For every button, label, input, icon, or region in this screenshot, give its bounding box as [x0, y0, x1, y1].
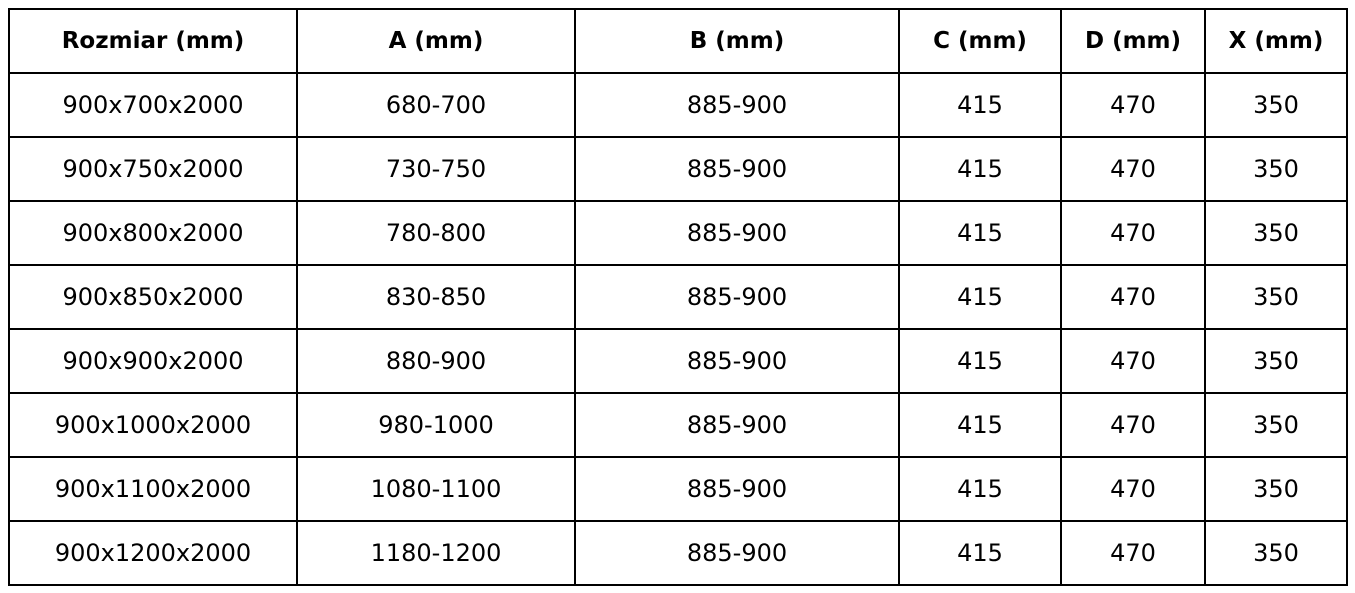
header-c: C (mm): [898, 8, 1062, 74]
cell-size: 900x1200x2000: [8, 520, 298, 586]
header-d: D (mm): [1060, 8, 1206, 74]
cell-c: 415: [898, 392, 1062, 458]
cell-x: 350: [1204, 72, 1348, 138]
cell-c: 415: [898, 264, 1062, 330]
cell-x: 350: [1204, 392, 1348, 458]
cell-size: 900x1000x2000: [8, 392, 298, 458]
cell-x: 350: [1204, 520, 1348, 586]
cell-b: 885-900: [574, 520, 900, 586]
cell-c: 415: [898, 72, 1062, 138]
cell-d: 470: [1060, 136, 1206, 202]
cell-size: 900x800x2000: [8, 200, 298, 266]
table-row: 900x1100x2000 1080-1100 885-900 415 470 350: [8, 456, 1348, 522]
dimensions-table: Rozmiar (mm) A (mm) B (mm) C (mm) D (mm)…: [8, 8, 1348, 586]
cell-size: 900x1100x2000: [8, 456, 298, 522]
cell-c: 415: [898, 328, 1062, 394]
cell-x: 350: [1204, 136, 1348, 202]
cell-c: 415: [898, 520, 1062, 586]
header-b: B (mm): [574, 8, 900, 74]
cell-d: 470: [1060, 72, 1206, 138]
table-row: 900x850x2000 830-850 885-900 415 470 350: [8, 264, 1348, 330]
cell-a: 1180-1200: [296, 520, 576, 586]
header-row: Rozmiar (mm) A (mm) B (mm) C (mm) D (mm)…: [8, 8, 1348, 74]
cell-x: 350: [1204, 264, 1348, 330]
cell-d: 470: [1060, 264, 1206, 330]
cell-d: 470: [1060, 328, 1206, 394]
cell-a: 680-700: [296, 72, 576, 138]
cell-b: 885-900: [574, 328, 900, 394]
cell-b: 885-900: [574, 200, 900, 266]
header-x: X (mm): [1204, 8, 1348, 74]
cell-size: 900x750x2000: [8, 136, 298, 202]
table-row: 900x900x2000 880-900 885-900 415 470 350: [8, 328, 1348, 394]
cell-b: 885-900: [574, 72, 900, 138]
cell-d: 470: [1060, 520, 1206, 586]
cell-d: 470: [1060, 200, 1206, 266]
cell-size: 900x850x2000: [8, 264, 298, 330]
cell-a: 730-750: [296, 136, 576, 202]
cell-a: 980-1000: [296, 392, 576, 458]
cell-c: 415: [898, 136, 1062, 202]
cell-a: 780-800: [296, 200, 576, 266]
cell-a: 880-900: [296, 328, 576, 394]
cell-c: 415: [898, 200, 1062, 266]
cell-b: 885-900: [574, 136, 900, 202]
cell-d: 470: [1060, 392, 1206, 458]
table-row: 900x1200x2000 1180-1200 885-900 415 470 350: [8, 520, 1348, 586]
cell-a: 1080-1100: [296, 456, 576, 522]
cell-d: 470: [1060, 456, 1206, 522]
cell-size: 900x900x2000: [8, 328, 298, 394]
cell-x: 350: [1204, 328, 1348, 394]
cell-b: 885-900: [574, 456, 900, 522]
cell-x: 350: [1204, 200, 1348, 266]
cell-x: 350: [1204, 456, 1348, 522]
table-row: 900x750x2000 730-750 885-900 415 470 350: [8, 136, 1348, 202]
cell-c: 415: [898, 456, 1062, 522]
table-row: 900x800x2000 780-800 885-900 415 470 350: [8, 200, 1348, 266]
table-row: 900x1000x2000 980-1000 885-900 415 470 350: [8, 392, 1348, 458]
table-row: 900x700x2000 680-700 885-900 415 470 350: [8, 72, 1348, 138]
cell-b: 885-900: [574, 264, 900, 330]
cell-size: 900x700x2000: [8, 72, 298, 138]
header-size: Rozmiar (mm): [8, 8, 298, 74]
header-a: A (mm): [296, 8, 576, 74]
cell-a: 830-850: [296, 264, 576, 330]
cell-b: 885-900: [574, 392, 900, 458]
